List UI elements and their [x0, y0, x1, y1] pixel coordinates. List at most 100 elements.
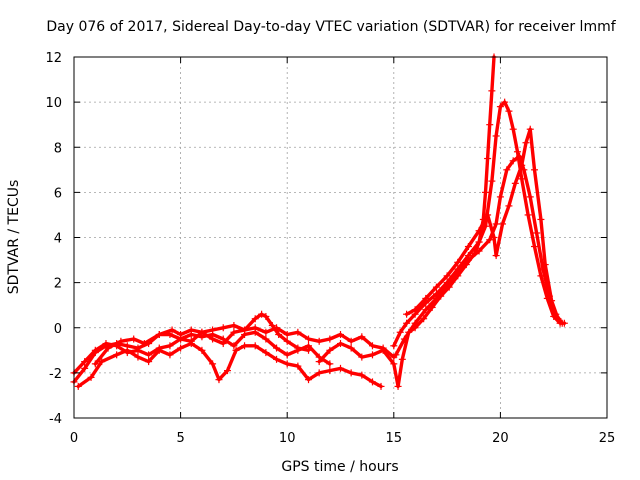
data-point	[251, 315, 259, 323]
data-point	[134, 353, 142, 361]
data-point	[486, 236, 494, 244]
data-point	[526, 193, 534, 201]
data-point	[104, 344, 112, 352]
data-point	[315, 369, 323, 377]
data-point	[326, 360, 334, 368]
data-point	[166, 342, 174, 350]
data-point	[432, 283, 440, 291]
data-point	[481, 188, 489, 196]
data-point	[526, 125, 534, 133]
data-point	[230, 342, 238, 350]
data-point	[134, 346, 142, 354]
data-point	[251, 324, 259, 332]
data-point	[294, 346, 302, 354]
data-point	[305, 342, 313, 350]
data-point	[492, 220, 500, 228]
data-point	[326, 367, 334, 375]
data-point	[224, 367, 232, 375]
x-tick-label: 25	[599, 431, 616, 446]
data-point	[368, 351, 376, 359]
data-point	[377, 382, 385, 390]
y-tick-label: 4	[54, 232, 62, 247]
data-point	[511, 179, 519, 187]
data-point	[283, 331, 291, 339]
data-point	[283, 337, 291, 345]
x-tick-label: 20	[492, 431, 509, 446]
data-point	[420, 315, 428, 323]
data-point	[102, 340, 110, 348]
data-point	[294, 328, 302, 336]
data-point	[155, 346, 163, 354]
y-tick-label: 12	[45, 51, 62, 66]
data-point	[443, 281, 451, 289]
y-axis-label: SDTVAR / TECUs	[6, 180, 22, 295]
data-point	[464, 256, 472, 264]
data-point	[496, 193, 504, 201]
data-point	[177, 331, 185, 339]
data-point	[501, 98, 509, 106]
data-point	[198, 346, 206, 354]
data-point	[358, 333, 366, 341]
data-point	[492, 132, 500, 140]
data-point	[454, 258, 462, 266]
data-point	[251, 342, 259, 350]
tick-layer: 0 5 10 15 20 25 -4 -2 0 2 4 6 8 10 12	[45, 51, 615, 446]
data-point	[81, 358, 89, 366]
data-point	[486, 121, 494, 129]
data-point	[262, 349, 270, 357]
data-point	[411, 306, 419, 314]
data-point	[81, 364, 89, 372]
y-tick-label: 8	[54, 141, 62, 156]
series-line	[392, 100, 567, 348]
data-point	[522, 139, 530, 147]
data-point	[394, 382, 402, 390]
data-point	[484, 211, 492, 219]
series-line	[93, 323, 396, 366]
data-point	[390, 342, 398, 350]
data-point	[390, 360, 398, 368]
data-point	[541, 261, 549, 269]
series-track-c	[74, 340, 385, 390]
data-point	[337, 340, 344, 348]
data-point	[273, 344, 281, 352]
data-point	[123, 346, 131, 354]
data-point	[230, 321, 238, 329]
data-point	[215, 376, 223, 384]
data-point	[488, 87, 496, 95]
data-point	[358, 371, 366, 379]
data-point	[326, 346, 334, 354]
data-point	[518, 161, 526, 169]
data-point	[464, 243, 472, 251]
data-point	[130, 335, 138, 343]
data-point	[283, 351, 291, 359]
data-point	[475, 227, 483, 235]
data-point	[488, 177, 496, 185]
data-point	[187, 326, 195, 334]
series-track-d	[91, 321, 398, 368]
data-point	[230, 328, 238, 336]
data-point	[258, 310, 266, 318]
data-point	[358, 353, 366, 361]
data-point	[283, 360, 291, 368]
data-point	[315, 337, 323, 345]
data-point	[533, 229, 541, 237]
grid-layer	[74, 57, 607, 418]
series-line	[404, 127, 560, 321]
data-point	[509, 125, 517, 133]
data-point	[187, 340, 195, 348]
data-point	[398, 355, 406, 363]
data-point	[219, 335, 227, 343]
data-point	[198, 328, 206, 336]
data-point	[531, 166, 539, 174]
data-point	[337, 331, 344, 339]
series-layer	[70, 53, 568, 390]
data-point	[443, 272, 451, 280]
data-point	[368, 342, 376, 350]
data-point	[513, 148, 521, 156]
series-track-g	[392, 152, 566, 359]
x-axis-label: GPS time / hours	[281, 459, 398, 475]
data-point	[145, 351, 153, 359]
data-point	[403, 319, 411, 327]
